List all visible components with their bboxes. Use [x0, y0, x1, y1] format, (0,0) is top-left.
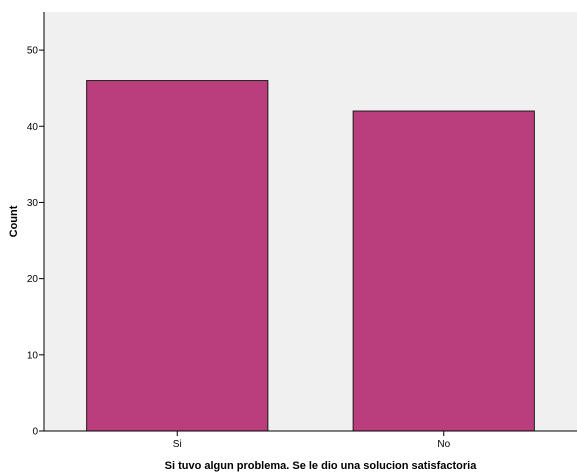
- x-axis-title: Si tuvo algun problema. Se le dio una so…: [165, 460, 478, 472]
- y-tick-label: 10: [27, 350, 39, 361]
- x-tick-label: No: [437, 439, 450, 450]
- bar-si: [86, 80, 269, 432]
- x-tick-label: Si: [173, 439, 182, 450]
- x-ticks-group: Si No: [173, 431, 451, 450]
- y-tick-label: 40: [27, 122, 39, 133]
- bars-group: [86, 80, 535, 432]
- y-tick-label: 0: [32, 427, 38, 438]
- y-tick-label: 30: [27, 198, 39, 209]
- y-axis-title: Count: [8, 205, 20, 237]
- bar-no: [352, 110, 535, 432]
- y-ticks-group: 0 10 20 30 40 50: [27, 46, 44, 438]
- y-tick-label: 50: [27, 46, 39, 57]
- y-tick-label: 20: [27, 274, 39, 285]
